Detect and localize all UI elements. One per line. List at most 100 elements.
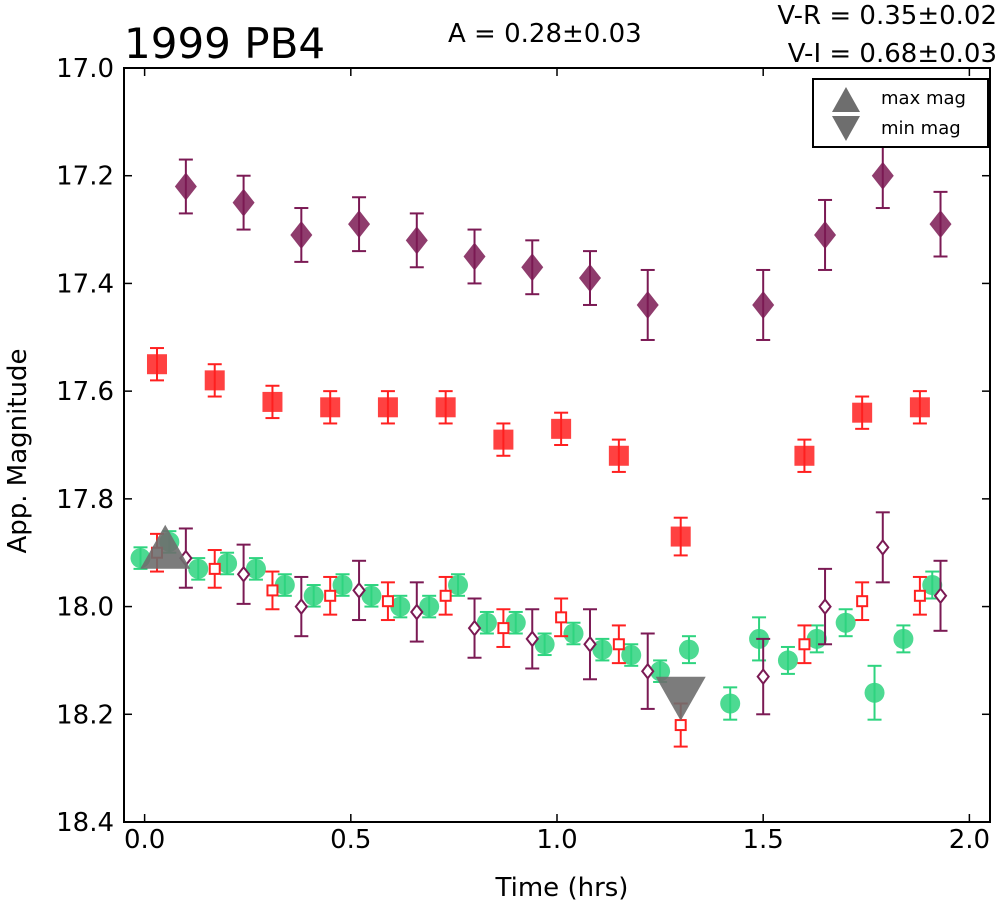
circle-point	[720, 693, 741, 714]
open-diamond-point	[352, 581, 366, 600]
square-point	[204, 370, 225, 391]
circle-point	[476, 612, 497, 633]
circle-point	[217, 553, 238, 574]
square-point	[608, 445, 629, 466]
open-square-point	[439, 589, 452, 602]
open-square-point	[381, 595, 394, 608]
open-diamond-point	[410, 603, 424, 621]
circle-point	[245, 558, 266, 579]
open-diamond-point	[583, 635, 597, 653]
square-point	[670, 526, 691, 547]
diamond-point	[578, 264, 601, 293]
open-diamond-point	[640, 662, 655, 680]
x-tick-label: 1.5	[743, 825, 784, 855]
y-tick-label: 18.0	[56, 593, 114, 623]
open-square-point	[612, 638, 625, 651]
open-diamond-point	[876, 538, 890, 556]
circle-point	[419, 596, 440, 617]
circle-point	[563, 623, 584, 644]
chart-title: 1999 PB4	[124, 19, 325, 68]
y-tick-label: 17.8	[56, 485, 114, 515]
open-square-point	[674, 719, 687, 732]
circle-point	[777, 650, 798, 671]
circle-point	[188, 558, 209, 579]
circle-point	[303, 585, 324, 606]
diamond-point	[929, 210, 952, 239]
diamond-point	[232, 188, 255, 217]
circle-point	[893, 628, 914, 649]
x-tick-label: 1.0	[536, 825, 577, 855]
open-diamond-point	[236, 565, 251, 583]
open-square-point	[208, 562, 221, 575]
legend: max mag min mag	[812, 78, 989, 148]
open-diamond-point	[467, 619, 482, 637]
square-point	[146, 354, 167, 375]
diamond-point	[405, 226, 428, 255]
square-point	[262, 391, 283, 412]
legend-min-mag-label: min mag	[881, 118, 961, 139]
circle-point	[678, 639, 699, 660]
square-point	[551, 418, 572, 439]
v-i-annotation: V-I = 0.68±0.03	[788, 39, 997, 69]
circle-point	[650, 661, 671, 682]
legend-min-mag-marker	[832, 116, 860, 141]
axis-ticks: 0.0 0.5 1.0 1.5 2.0 17.0 17.2 17.4 17.6 17.8 18.0 1…	[56, 54, 990, 855]
diamond-point	[752, 290, 775, 319]
square-point	[794, 445, 815, 466]
circle-point	[864, 682, 885, 703]
amplitude-annotation: A = 0.28±0.03	[448, 19, 642, 49]
square-point	[377, 397, 398, 418]
legend-box	[812, 78, 989, 148]
x-tick-label: 2.0	[949, 825, 990, 855]
y-tick-label: 17.2	[56, 162, 114, 192]
open-diamond-point	[294, 597, 309, 616]
x-tick-label: 0.5	[330, 825, 371, 855]
circle-point	[835, 612, 856, 633]
square-point	[909, 397, 930, 418]
open-diamond-point	[756, 667, 770, 686]
open-diamond-point	[933, 587, 948, 605]
circle-point	[621, 645, 642, 666]
diamond-point	[174, 172, 197, 201]
circle-point	[390, 596, 411, 617]
circle-point	[332, 575, 353, 596]
diamond-point	[463, 242, 486, 271]
open-diamond-point	[525, 630, 540, 648]
square-point	[320, 397, 341, 418]
square-point	[493, 429, 514, 450]
y-tick-label: 17.4	[56, 269, 114, 299]
y-tick-label: 17.0	[56, 54, 114, 84]
data-marks	[130, 142, 952, 748]
legend-max-mag-marker	[832, 87, 860, 112]
open-square-point	[798, 638, 811, 651]
v-r-annotation: V-R = 0.35±0.02	[777, 1, 997, 31]
open-square-point	[266, 584, 279, 597]
diamond-point	[290, 220, 313, 249]
min-mag-marker	[655, 676, 706, 721]
open-square-point	[497, 622, 510, 635]
diamond-point	[636, 290, 659, 319]
diamond-point	[871, 161, 894, 190]
circle-point	[922, 575, 943, 596]
open-square-point	[324, 589, 337, 602]
legend-max-mag-label: max mag	[881, 88, 966, 109]
circle-point	[592, 639, 613, 660]
diamond-point	[814, 220, 837, 249]
circle-point	[505, 612, 526, 633]
open-square-point	[555, 611, 568, 624]
x-axis-label: Time (hrs)	[495, 873, 629, 903]
open-square-point	[913, 589, 926, 602]
open-diamond-point	[818, 597, 832, 616]
x-tick-label: 0.0	[124, 825, 165, 855]
circle-point	[274, 575, 295, 596]
y-axis-label: App. Magnitude	[3, 348, 33, 553]
y-tick-label: 18.4	[56, 808, 114, 838]
diamond-point	[348, 210, 371, 239]
square-point	[852, 402, 873, 423]
y-tick-label: 17.6	[56, 377, 114, 407]
max-mag-marker	[140, 524, 191, 569]
circle-point	[448, 575, 469, 596]
y-tick-label: 18.2	[56, 700, 114, 730]
diamond-point	[521, 253, 544, 282]
